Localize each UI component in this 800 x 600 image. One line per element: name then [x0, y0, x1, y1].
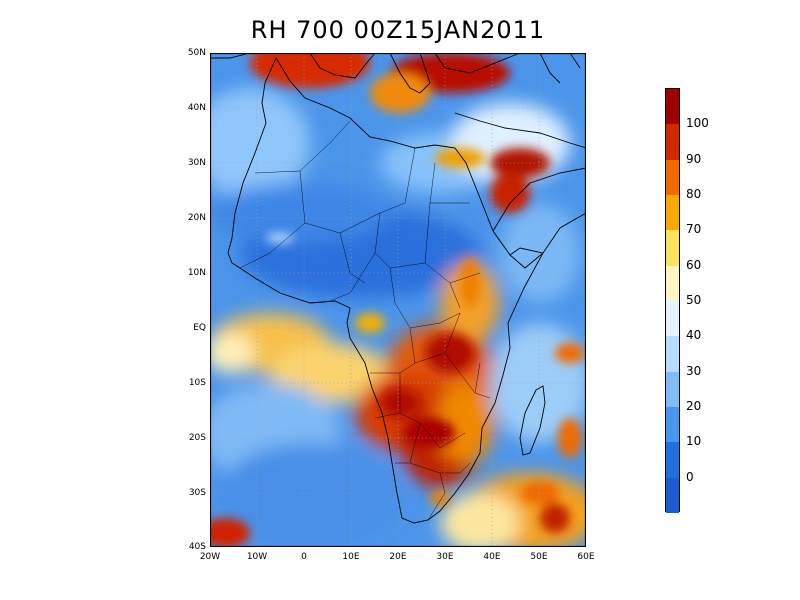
lon-label-50e: 50E	[530, 552, 548, 562]
lat-label-40s: 40S	[188, 542, 206, 552]
lon-label-30e: 30E	[436, 552, 454, 562]
lat-label-40n: 40N	[187, 103, 206, 113]
colorbar-segment	[666, 477, 679, 514]
rh-map	[210, 53, 586, 547]
colorbar-segment	[666, 159, 679, 196]
lat-label-50n: 50N	[187, 48, 206, 58]
colorbar-label: 50	[686, 293, 702, 307]
rh-field-detail	[210, 53, 585, 547]
lat-label-eq: EQ	[193, 323, 206, 333]
lon-label-10e: 10E	[342, 552, 360, 562]
colorbar-label: 30	[686, 363, 702, 378]
colorbar-label: 90	[686, 151, 702, 166]
colorbar-segment	[666, 195, 679, 231]
colorbar-segment	[666, 265, 679, 302]
lat-label-30s: 30S	[188, 488, 206, 498]
country-borders	[239, 120, 491, 521]
lon-label-10w: 10W	[246, 552, 268, 562]
colorbar-label: 40	[686, 328, 702, 343]
colorbar-label: 10	[686, 434, 702, 449]
colorbar-segment	[666, 230, 679, 267]
colorbar-label: 100	[686, 116, 709, 131]
colorbar-label: 70	[686, 222, 702, 237]
lon-label-60e: 60E	[577, 552, 595, 562]
lon-label-0: 0	[301, 552, 307, 562]
colorbar-segment	[666, 89, 679, 125]
colorbar-segment	[666, 301, 679, 337]
colorbar-label: 60	[686, 257, 702, 272]
lat-label-30n: 30N	[187, 158, 206, 168]
map-frame	[210, 53, 586, 547]
colorbar-label: 20	[686, 399, 702, 413]
lon-label-20w: 20W	[199, 552, 221, 562]
lat-label-20n: 20N	[187, 213, 206, 223]
colorbar-segment	[666, 336, 679, 373]
colorbar-segment	[666, 124, 679, 161]
colorbar-segment	[666, 371, 679, 408]
lon-label-40e: 40E	[483, 552, 501, 562]
lat-label-10s: 10S	[188, 378, 206, 388]
graticule	[210, 53, 586, 547]
colorbar-label: 80	[686, 187, 702, 201]
colorbar	[665, 88, 680, 514]
colorbar-label: 0	[686, 469, 694, 484]
lon-label-20e: 20E	[389, 552, 407, 562]
map-title: RH 700 00Z15JAN2011	[250, 16, 546, 44]
lat-label-20s: 20S	[188, 433, 206, 443]
colorbar-segment	[666, 442, 679, 479]
colorbar-segment	[666, 407, 679, 443]
lat-label-10n: 10N	[187, 268, 206, 278]
